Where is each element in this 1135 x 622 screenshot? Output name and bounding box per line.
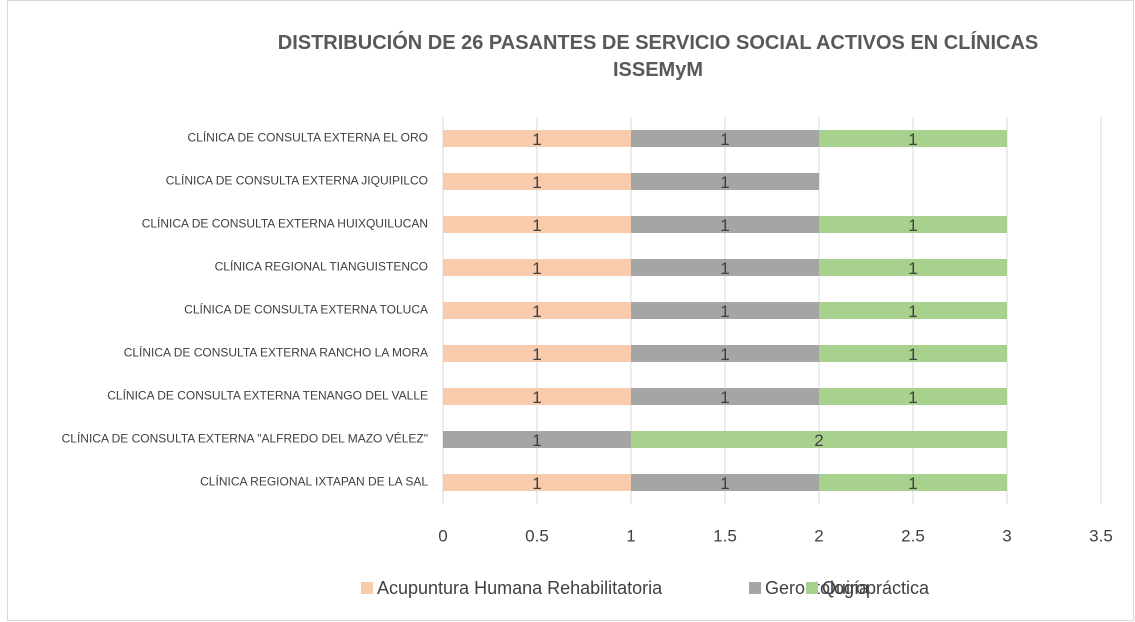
bar-segment bbox=[631, 431, 1007, 448]
x-tick-label: 3.5 bbox=[1089, 526, 1113, 545]
bar-segment bbox=[443, 345, 631, 362]
data-label: 1 bbox=[532, 345, 541, 364]
data-label: 1 bbox=[532, 259, 541, 278]
y-tick-label: CLÍNICA REGIONAL IXTAPAN DE LA SAL bbox=[200, 474, 428, 489]
data-label: 1 bbox=[908, 302, 917, 321]
data-label: 1 bbox=[720, 302, 729, 321]
data-label: 1 bbox=[532, 474, 541, 493]
bar-segment bbox=[819, 259, 1007, 276]
x-tick-label: 2 bbox=[814, 526, 823, 545]
data-label: 1 bbox=[908, 388, 917, 407]
legend-swatch bbox=[806, 582, 818, 594]
legend-label: Acupuntura Humana Rehabilitatoria bbox=[377, 578, 663, 598]
bar-segment bbox=[819, 388, 1007, 405]
data-label: 1 bbox=[720, 173, 729, 192]
data-label: 1 bbox=[532, 173, 541, 192]
bar-segment bbox=[631, 302, 819, 319]
y-tick-label: CLÍNICA DE CONSULTA EXTERNA HUIXQUILUCAN bbox=[142, 216, 428, 231]
bar-segment bbox=[819, 474, 1007, 491]
bar-segment bbox=[631, 474, 819, 491]
bar-segment bbox=[631, 345, 819, 362]
chart-title: DISTRIBUCIÓN DE 26 PASANTES DE SERVICIO … bbox=[277, 32, 1039, 81]
data-label: 1 bbox=[908, 216, 917, 235]
legend-swatch bbox=[361, 582, 373, 594]
data-label: 1 bbox=[532, 302, 541, 321]
bar-segment bbox=[443, 216, 631, 233]
data-label: 1 bbox=[908, 345, 917, 364]
y-tick-label: CLÍNICA DE CONSULTA EXTERNA TOLUCA bbox=[184, 302, 428, 317]
bar-segment bbox=[443, 302, 631, 319]
bar-segment bbox=[819, 130, 1007, 147]
bar-segment bbox=[631, 259, 819, 276]
x-tick-label: 0 bbox=[438, 526, 447, 545]
x-tick-label: 3 bbox=[1002, 526, 1011, 545]
bar-segment bbox=[819, 345, 1007, 362]
y-tick-label: CLÍNICA DE CONSULTA EXTERNA TENANGO DEL … bbox=[107, 388, 428, 403]
bar-segment bbox=[443, 173, 631, 190]
data-label: 1 bbox=[720, 474, 729, 493]
bar-segment bbox=[631, 173, 819, 190]
data-label: 1 bbox=[720, 388, 729, 407]
data-label: 1 bbox=[532, 130, 541, 149]
data-label: 1 bbox=[720, 345, 729, 364]
x-tick-label: 1.5 bbox=[713, 526, 737, 545]
data-label: 2 bbox=[814, 431, 823, 450]
bar-segment bbox=[443, 259, 631, 276]
bar-segment bbox=[443, 431, 631, 448]
bar-segment bbox=[819, 216, 1007, 233]
bar-segment bbox=[631, 130, 819, 147]
y-tick-label: CLÍNICA DE CONSULTA EXTERNA RANCHO LA MO… bbox=[124, 345, 428, 360]
bar-segment bbox=[443, 388, 631, 405]
y-tick-label: CLÍNICA DE CONSULTA EXTERNA EL ORO bbox=[187, 130, 428, 145]
x-tick-label: 1 bbox=[626, 526, 635, 545]
legend-swatch bbox=[749, 582, 761, 594]
data-label: 1 bbox=[532, 431, 541, 450]
bar-segment bbox=[631, 216, 819, 233]
data-label: 1 bbox=[720, 130, 729, 149]
bar-segment bbox=[631, 388, 819, 405]
x-tick-label: 0.5 bbox=[525, 526, 549, 545]
data-label: 1 bbox=[532, 388, 541, 407]
data-label: 1 bbox=[720, 259, 729, 278]
legend-label: Quiropráctica bbox=[822, 578, 930, 598]
bar-segment bbox=[443, 474, 631, 491]
data-label: 1 bbox=[532, 216, 541, 235]
data-label: 1 bbox=[908, 259, 917, 278]
bar-segment bbox=[443, 130, 631, 147]
y-tick-label: CLÍNICA DE CONSULTA EXTERNA "ALFREDO DEL… bbox=[62, 431, 428, 446]
chart-frame bbox=[7, 0, 1134, 621]
y-tick-label: CLÍNICA REGIONAL TIANGUISTENCO bbox=[215, 259, 428, 274]
y-tick-label: CLÍNICA DE CONSULTA EXTERNA JIQUIPILCO bbox=[166, 173, 428, 188]
data-label: 1 bbox=[908, 130, 917, 149]
data-label: 1 bbox=[720, 216, 729, 235]
data-label: 1 bbox=[908, 474, 917, 493]
x-tick-label: 2.5 bbox=[901, 526, 925, 545]
bar-segment bbox=[819, 302, 1007, 319]
